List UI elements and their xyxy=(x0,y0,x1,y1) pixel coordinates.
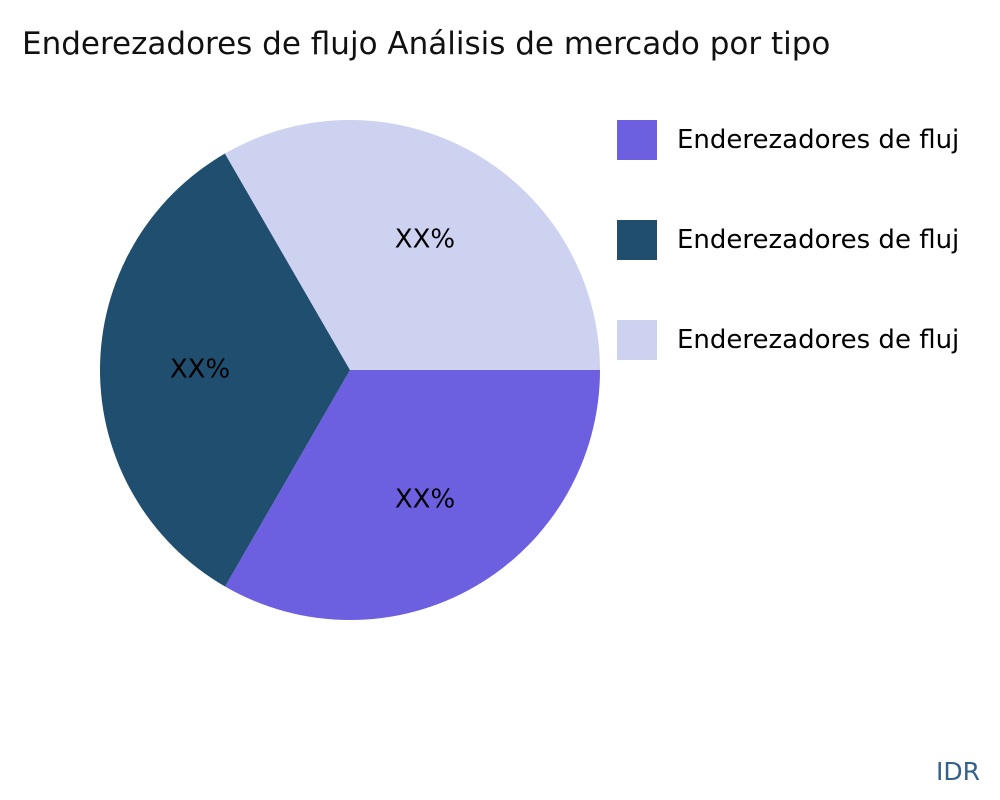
legend-swatch-icon xyxy=(617,120,657,160)
legend-label: Enderezadores de fluj xyxy=(677,225,960,255)
legend: Enderezadores de fluj Enderezadores de f… xyxy=(617,120,959,360)
legend-item: Enderezadores de fluj xyxy=(617,220,959,260)
pie-slice xyxy=(224,119,601,371)
chart-title: Enderezadores de flujo Análisis de merca… xyxy=(22,26,831,62)
legend-swatch-icon xyxy=(617,320,657,360)
legend-label: Enderezadores de fluj xyxy=(677,325,960,355)
slice-label: XX% xyxy=(170,355,230,385)
legend-label: Enderezadores de fluj xyxy=(677,125,960,155)
legend-item: Enderezadores de fluj xyxy=(617,320,959,360)
slice-label: XX% xyxy=(395,225,455,255)
legend-item: Enderezadores de fluj xyxy=(617,120,959,160)
pie-slice xyxy=(100,153,350,587)
slice-label: XX% xyxy=(395,484,455,514)
watermark: IDR xyxy=(936,757,980,786)
pie-slice xyxy=(225,370,600,621)
legend-swatch-icon xyxy=(617,220,657,260)
